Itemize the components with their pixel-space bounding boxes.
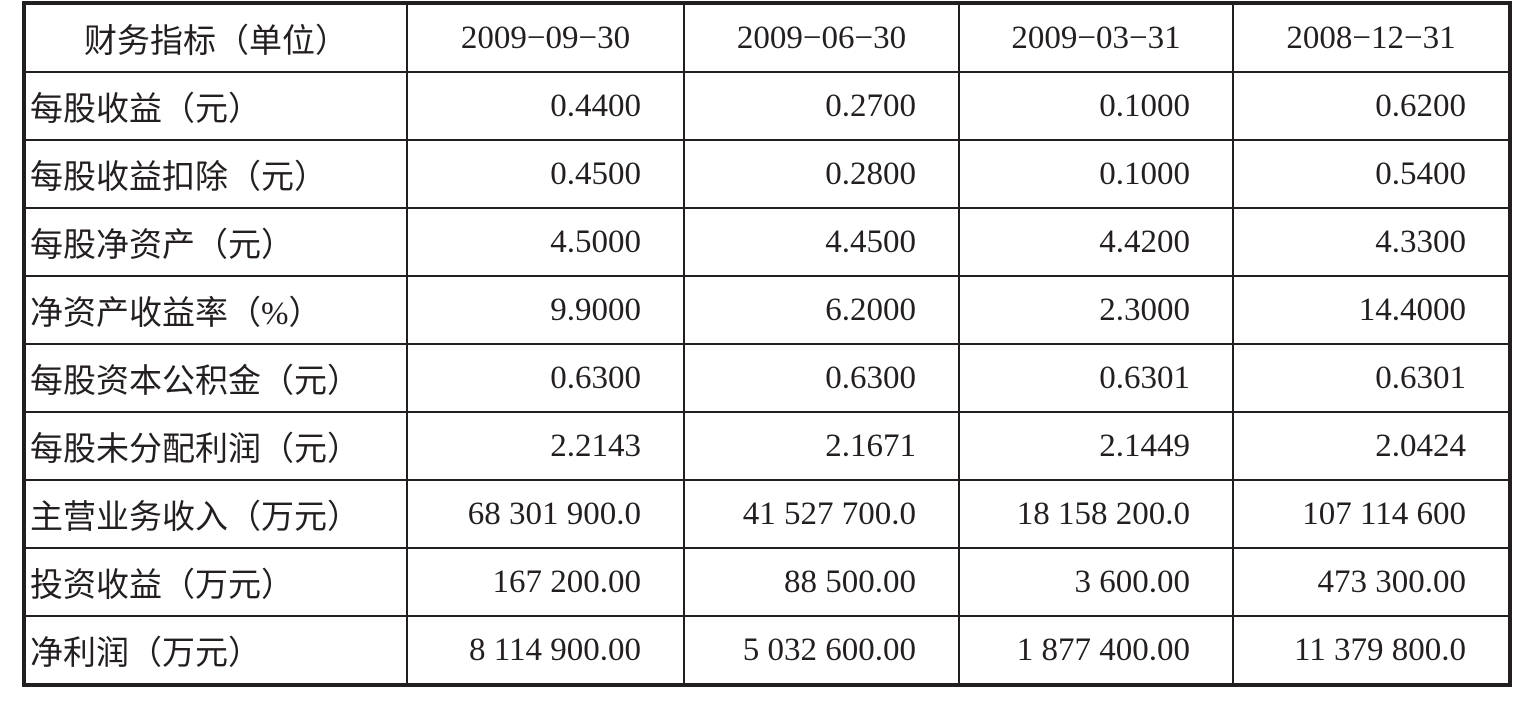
table-row: 每股未分配利润（元） 2.2143 2.1671 2.1449 2.0424 (23, 411, 1511, 481)
table-row: 投资收益（万元） 167 200.00 88 500.00 3 600.00 473 3… (23, 547, 1511, 617)
value-cell: 5 032 600.00 (683, 615, 960, 686)
value-cell: 0.4400 (406, 71, 685, 141)
row-label: 每股收益扣除（元） (23, 139, 408, 209)
value-cell: 4.5000 (406, 207, 685, 277)
value-cell: 18 158 200.0 (958, 479, 1234, 549)
value-cell: 41 527 700.0 (683, 479, 960, 549)
value-cell: 2.1671 (683, 411, 960, 481)
value-cell: 167 200.00 (406, 547, 685, 617)
value-cell: 0.5400 (1232, 139, 1511, 209)
value-cell: 1 877 400.00 (958, 615, 1234, 686)
value-cell: 11 379 800.0 (1232, 615, 1511, 686)
table-row: 每股收益扣除（元） 0.4500 0.2800 0.1000 0.5400 (23, 139, 1511, 209)
value-cell: 8 114 900.00 (406, 615, 685, 686)
value-cell: 0.1000 (958, 71, 1234, 141)
value-cell: 4.4200 (958, 207, 1234, 277)
table-row: 每股收益（元） 0.4400 0.2700 0.1000 0.6200 (23, 71, 1511, 141)
value-cell: 88 500.00 (683, 547, 960, 617)
table-row: 净利润（万元） 8 114 900.00 5 032 600.00 1 877 400… (23, 615, 1511, 686)
table-header: 财务指标（单位） 2009−09−30 2009−06−30 2009−03−31 20… (23, 2, 1511, 73)
financial-table: 财务指标（单位） 2009−09−30 2009−06−30 2009−03−31 20… (22, 1, 1512, 687)
value-cell: 0.6301 (1232, 343, 1511, 413)
value-cell: 0.2800 (683, 139, 960, 209)
header-cell: 2008−12−31 (1232, 2, 1511, 73)
row-label: 每股收益（元） (23, 71, 408, 141)
row-label: 投资收益（万元） (23, 547, 408, 617)
table-row: 每股资本公积金（元） 0.6300 0.6300 0.6301 0.6301 (23, 343, 1511, 413)
value-cell: 0.4500 (406, 139, 685, 209)
value-cell: 0.2700 (683, 71, 960, 141)
value-cell: 0.6300 (683, 343, 960, 413)
row-label: 每股资本公积金（元） (23, 343, 408, 413)
value-cell: 2.3000 (958, 275, 1234, 345)
value-cell: 2.2143 (406, 411, 685, 481)
header-cell: 财务指标（单位） (23, 2, 408, 73)
value-cell: 14.4000 (1232, 275, 1511, 345)
value-cell: 473 300.00 (1232, 547, 1511, 617)
value-cell: 0.1000 (958, 139, 1234, 209)
value-cell: 0.6300 (406, 343, 685, 413)
table-body: 每股收益（元） 0.4400 0.2700 0.1000 0.6200 每股收益扣除（元）… (23, 71, 1511, 686)
row-label: 主营业务收入（万元） (23, 479, 408, 549)
value-cell: 2.1449 (958, 411, 1234, 481)
value-cell: 2.0424 (1232, 411, 1511, 481)
header-cell: 2009−06−30 (683, 2, 960, 73)
value-cell: 4.4500 (683, 207, 960, 277)
value-cell: 4.3300 (1232, 207, 1511, 277)
table-row: 主营业务收入（万元） 68 301 900.0 41 527 700.0 18 158… (23, 479, 1511, 549)
table-row: 净资产收益率（%） 9.9000 6.2000 2.3000 14.4000 (23, 275, 1511, 345)
value-cell: 9.9000 (406, 275, 685, 345)
value-cell: 107 114 600 (1232, 479, 1511, 549)
value-cell: 3 600.00 (958, 547, 1234, 617)
value-cell: 0.6200 (1232, 71, 1511, 141)
header-cell: 2009−09−30 (406, 2, 685, 73)
value-cell: 6.2000 (683, 275, 960, 345)
value-cell: 0.6301 (958, 343, 1234, 413)
row-label: 每股未分配利润（元） (23, 411, 408, 481)
header-row: 财务指标（单位） 2009−09−30 2009−06−30 2009−03−31 20… (23, 2, 1511, 73)
header-cell: 2009−03−31 (958, 2, 1234, 73)
table-row: 每股净资产（元） 4.5000 4.4500 4.4200 4.3300 (23, 207, 1511, 277)
row-label: 净资产收益率（%） (23, 275, 408, 345)
row-label: 净利润（万元） (23, 615, 408, 686)
value-cell: 68 301 900.0 (406, 479, 685, 549)
row-label: 每股净资产（元） (23, 207, 408, 277)
